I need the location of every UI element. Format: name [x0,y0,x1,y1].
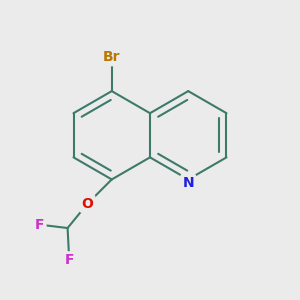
Text: F: F [35,218,44,232]
Text: N: N [182,176,194,190]
Text: F: F [64,253,74,267]
Text: O: O [82,197,93,211]
Text: Br: Br [103,50,121,64]
